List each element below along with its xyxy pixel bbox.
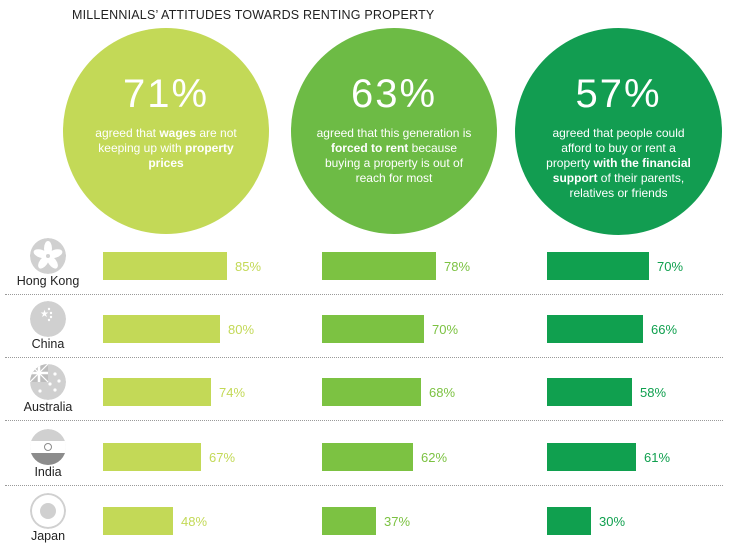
bar-value-label: 66%	[651, 322, 678, 337]
country-label: Australia	[23, 400, 73, 414]
bar-value-label: 58%	[640, 385, 667, 400]
bar-series-1	[103, 378, 211, 406]
bar-series-2	[322, 443, 413, 471]
bar-value-label: 48%	[181, 514, 208, 529]
bar-value-label: 62%	[421, 450, 448, 465]
bar-series-1	[103, 507, 173, 535]
bar-series-1	[103, 252, 227, 280]
bar-series-3	[547, 507, 591, 535]
bar-series-1	[103, 315, 220, 343]
stat-description: agreed that this generation is forced to…	[316, 126, 472, 185]
row-divider	[5, 420, 723, 421]
china-flag-icon: ★	[30, 301, 66, 337]
bar-series-3	[547, 315, 643, 343]
bar-series-3	[547, 252, 649, 280]
row-divider	[5, 357, 723, 358]
bar-value-label: 67%	[209, 450, 236, 465]
stat-percent: 63%	[350, 72, 438, 116]
country-row: ★ China 80% 70% 66%	[0, 300, 746, 360]
japan-flag-icon	[30, 493, 66, 529]
country-row: Australia 74% 68% 58%	[0, 363, 746, 423]
bar-series-1	[103, 443, 201, 471]
hong-kong-flag-icon	[30, 238, 66, 274]
country-row: Hong Kong 85% 78% 70%	[0, 237, 746, 297]
svg-text:★: ★	[40, 309, 49, 320]
row-divider	[5, 294, 723, 295]
bar-value-label: 85%	[235, 259, 262, 274]
stat-description: agreed that wages are not keeping up wit…	[95, 126, 237, 170]
bar-series-2	[322, 252, 436, 280]
india-flag-icon	[30, 429, 66, 465]
stat-percent: 71%	[122, 72, 210, 116]
bar-series-2	[322, 315, 424, 343]
stat-circle-forced-to-rent: 63% agreed that this generation is force…	[291, 28, 497, 234]
country-label: China	[31, 337, 65, 351]
bar-value-label: 70%	[432, 322, 459, 337]
australia-flag-icon	[30, 364, 66, 400]
bar-series-3	[547, 378, 632, 406]
stat-circle-financial-support: 57% agreed that people could afford to b…	[515, 28, 722, 235]
bar-value-label: 68%	[429, 385, 456, 400]
country-row: India 67% 62% 61%	[0, 428, 746, 488]
stat-circle-wages: 71% agreed that wages are not keeping up…	[63, 28, 269, 234]
country-label: Japan	[30, 529, 66, 543]
bar-value-label: 61%	[644, 450, 671, 465]
bar-series-2	[322, 507, 376, 535]
country-label: India	[34, 465, 62, 479]
bar-value-label: 74%	[219, 385, 246, 400]
country-label: Hong Kong	[16, 274, 80, 288]
row-divider	[5, 485, 723, 486]
bar-value-label: 78%	[444, 259, 471, 274]
bar-value-label: 80%	[228, 322, 255, 337]
chart-title: MILLENNIALS’ ATTITUDES TOWARDS RENTING P…	[72, 8, 435, 22]
bar-value-label: 30%	[599, 514, 626, 529]
stat-description: agreed that people could afford to buy o…	[546, 126, 691, 200]
bar-value-label: 37%	[384, 514, 411, 529]
bar-series-2	[322, 378, 421, 406]
bar-value-label: 70%	[657, 259, 684, 274]
bar-series-3	[547, 443, 636, 471]
country-row: Japan 48% 37% 30%	[0, 492, 746, 552]
stat-percent: 57%	[575, 72, 662, 116]
